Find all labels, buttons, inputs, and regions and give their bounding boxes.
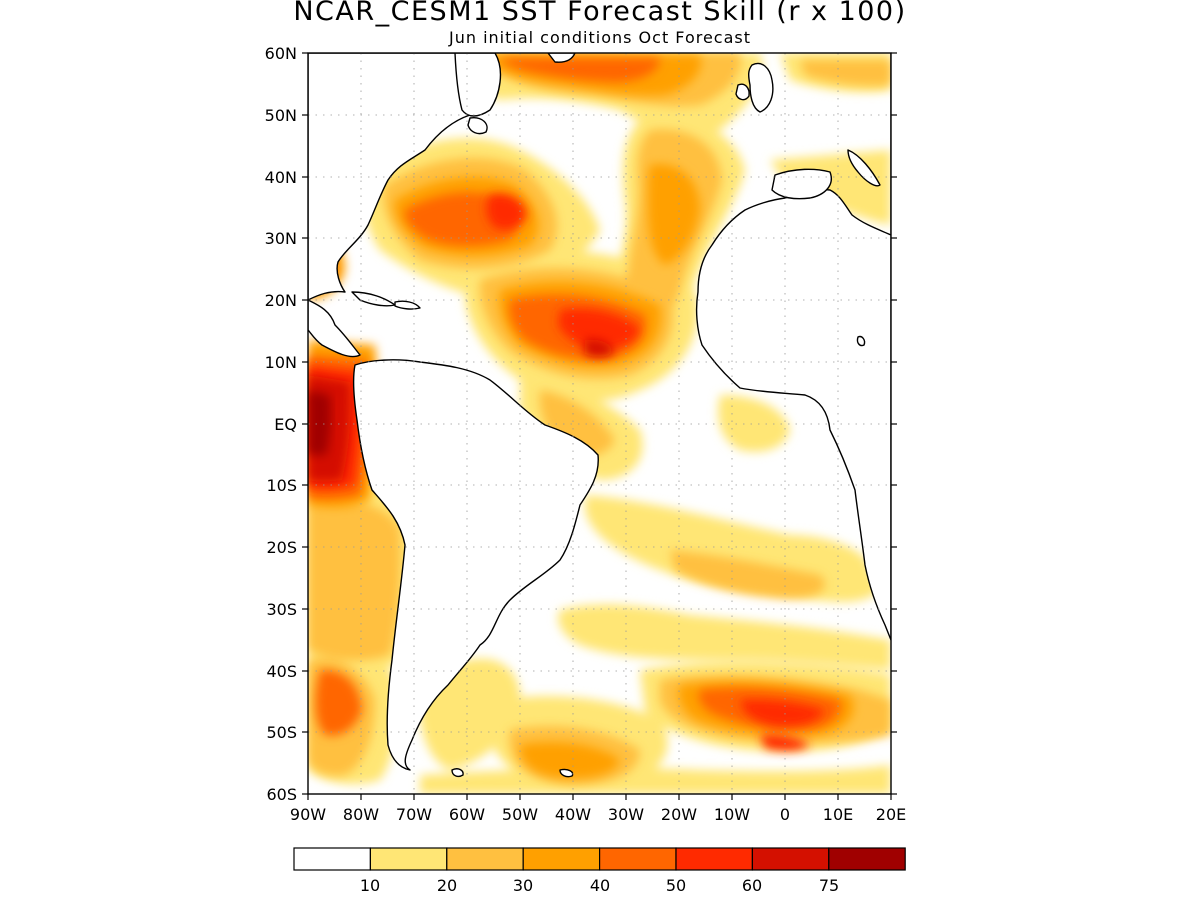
hispaniola-island [394, 300, 421, 310]
colorbar-label-75: 75 [819, 876, 839, 895]
colorbar-box-2 [446, 847, 524, 871]
lat-label-50s: 50S [266, 723, 297, 742]
chart-title: NCAR_CESM1 SST Forecast Skill (r x 100) [293, 0, 907, 27]
lon-label-0: 0 [780, 805, 790, 824]
central-america [308, 299, 361, 358]
skill-field [308, 53, 891, 794]
lat-label-30s: 30S [266, 600, 297, 619]
colorbar-box-1 [369, 847, 448, 871]
lon-label-60w: 60W [449, 805, 485, 824]
lat-label-40n: 40N [265, 168, 297, 187]
ticks [302, 52, 897, 800]
great-britain-island [747, 62, 774, 113]
colorbar-label-30: 30 [513, 876, 533, 895]
lat-label-10n: 10N [265, 353, 297, 372]
lon-label-40w: 40W [555, 805, 591, 824]
bioko-island [856, 335, 866, 347]
newfoundland-island [467, 117, 488, 135]
south-america-landmass [352, 359, 599, 771]
continents [308, 53, 891, 778]
iberian-peninsula [771, 168, 832, 200]
labrador-coast [454, 53, 502, 117]
lat-label-20n: 20N [265, 291, 297, 310]
lat-label-60s: 60S [266, 785, 297, 804]
lon-label-10w: 10W [714, 805, 750, 824]
colorbar-label-60: 60 [742, 876, 762, 895]
latitude-labels: 60N 50N 40N 30N 20N 10N EQ 10S 20S 30S 4… [265, 44, 297, 804]
colorbar-box-4 [598, 847, 677, 871]
lon-label-30w: 30W [608, 805, 644, 824]
colorbar-label-40: 40 [590, 876, 610, 895]
lat-label-50n: 50N [265, 106, 297, 125]
chart-subtitle: Jun initial conditions Oct Forecast [448, 28, 752, 47]
colorbar-box-3 [522, 847, 601, 871]
lon-label-10e: 10E [823, 805, 853, 824]
lat-label-60n: 60N [265, 44, 297, 63]
lon-label-50w: 50W [502, 805, 538, 824]
lat-label-eq: EQ [274, 415, 297, 434]
ireland-island [735, 83, 750, 101]
lat-label-40s: 40S [266, 662, 297, 681]
colorbar-label-10: 10 [360, 876, 380, 895]
lat-label-30n: 30N [265, 229, 297, 248]
colorbar-label-20: 20 [437, 876, 457, 895]
colorbar-box-0 [293, 847, 372, 871]
lon-label-20w: 20W [661, 805, 697, 824]
colorbar-box-5 [675, 847, 754, 871]
longitude-labels: 90W 80W 70W 60W 50W 40W 30W 20W 10W 0 10… [290, 805, 906, 824]
lat-label-20s: 20S [266, 538, 297, 557]
lat-label-10s: 10S [266, 476, 297, 495]
colorbar-label-50: 50 [666, 876, 686, 895]
lon-label-90w: 90W [290, 805, 326, 824]
south-georgia-island [559, 768, 574, 778]
colorbar: 10 20 30 40 50 60 75 [293, 847, 906, 895]
lon-label-80w: 80W [343, 805, 379, 824]
lon-label-70w: 70W [396, 805, 432, 824]
lon-label-20e: 20E [876, 805, 906, 824]
falkland-islands [451, 768, 464, 778]
colorbar-box-7 [828, 847, 906, 871]
colorbar-box-6 [751, 847, 830, 871]
